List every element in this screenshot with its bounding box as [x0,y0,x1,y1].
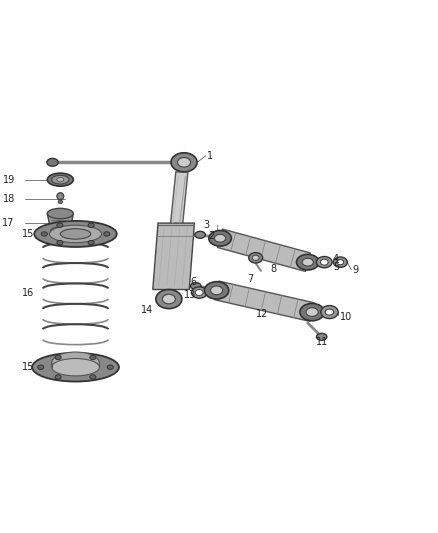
Text: 3: 3 [204,220,210,230]
Ellipse shape [195,289,203,296]
Text: 14: 14 [141,305,153,315]
Ellipse shape [209,230,231,246]
Text: 9: 9 [353,264,359,274]
Ellipse shape [55,356,61,360]
Ellipse shape [47,173,73,186]
Text: 13: 13 [184,290,196,300]
Ellipse shape [47,208,73,219]
Ellipse shape [88,223,94,228]
Ellipse shape [47,158,58,166]
Ellipse shape [337,260,344,265]
Ellipse shape [321,305,338,319]
Ellipse shape [162,294,175,304]
Ellipse shape [215,235,226,242]
Ellipse shape [57,223,63,228]
Ellipse shape [90,356,96,360]
Polygon shape [218,229,310,271]
Ellipse shape [52,359,99,376]
Text: 15: 15 [22,362,35,372]
Text: 5: 5 [333,262,339,271]
Text: 10: 10 [339,312,352,322]
Text: 8: 8 [271,264,277,273]
Polygon shape [153,223,194,289]
Ellipse shape [57,193,64,200]
Ellipse shape [195,231,205,238]
Ellipse shape [52,352,99,374]
Ellipse shape [306,308,318,317]
Ellipse shape [333,257,347,268]
Text: 16: 16 [22,287,34,297]
Ellipse shape [320,259,328,265]
Ellipse shape [249,253,263,263]
Ellipse shape [38,365,44,369]
Ellipse shape [191,287,207,298]
Ellipse shape [104,232,110,236]
Text: 17: 17 [2,218,15,228]
Text: 18: 18 [3,194,15,204]
Text: 6: 6 [191,277,197,287]
Text: 1: 1 [207,151,213,161]
Text: 15: 15 [22,229,35,239]
Ellipse shape [90,375,96,379]
Text: 4: 4 [333,254,339,264]
Ellipse shape [41,232,47,236]
Ellipse shape [107,365,113,369]
Ellipse shape [316,333,327,340]
Ellipse shape [51,227,70,235]
Ellipse shape [32,353,119,382]
Ellipse shape [211,286,223,295]
Ellipse shape [205,282,229,299]
Ellipse shape [171,153,197,172]
Ellipse shape [55,375,61,379]
Polygon shape [215,281,314,321]
Text: 19: 19 [3,175,15,184]
Ellipse shape [325,309,334,315]
Ellipse shape [191,282,201,289]
Ellipse shape [57,177,64,182]
Ellipse shape [156,289,182,309]
Ellipse shape [300,303,324,321]
Ellipse shape [49,225,102,243]
Text: 7: 7 [247,273,253,284]
Text: 11: 11 [316,337,328,346]
Ellipse shape [316,256,332,268]
Ellipse shape [297,254,319,270]
Ellipse shape [302,259,314,266]
Polygon shape [47,214,73,231]
Ellipse shape [252,255,259,261]
Ellipse shape [58,200,63,204]
Text: 2: 2 [208,231,215,241]
Text: 12: 12 [256,309,268,319]
Polygon shape [170,172,188,228]
Ellipse shape [60,229,91,239]
Ellipse shape [52,175,69,184]
Ellipse shape [88,240,94,245]
Ellipse shape [57,240,63,245]
Ellipse shape [177,158,191,167]
Ellipse shape [34,221,117,247]
